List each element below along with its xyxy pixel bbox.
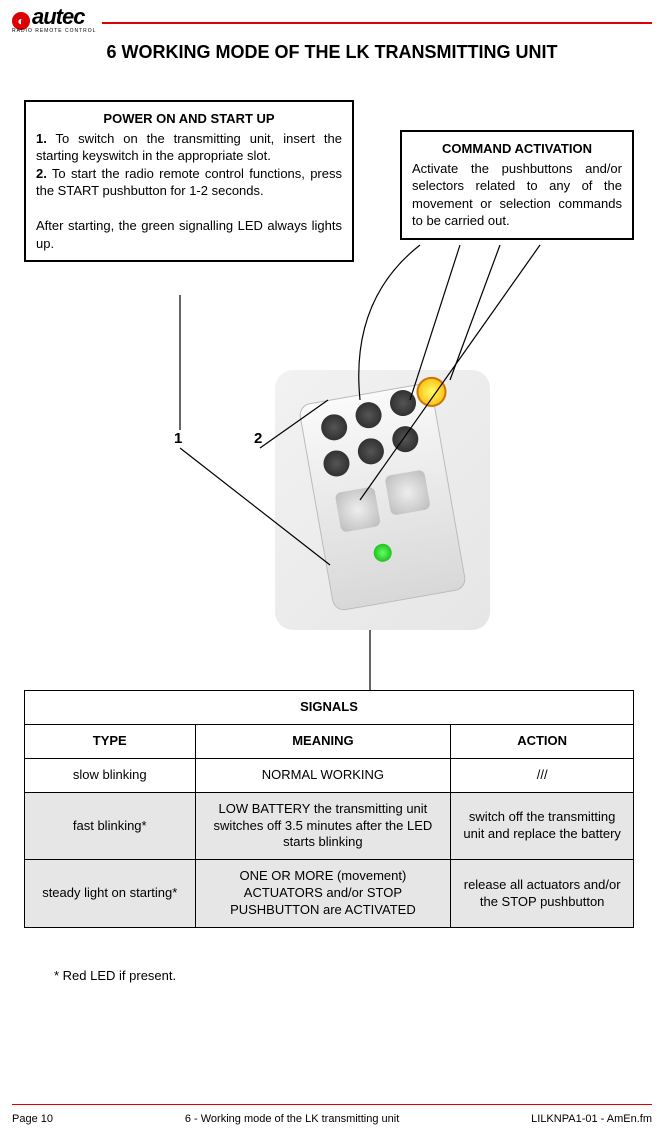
command-body: Activate the pushbuttons and/or selector… — [412, 160, 622, 230]
power-on-box: POWER ON AND START UP 1. To switch on th… — [24, 100, 354, 262]
col-meaning: MEANING — [195, 724, 451, 758]
chapter-title: 6 WORKING MODE OF THE LK TRANSMITTING UN… — [0, 42, 664, 63]
power-note: After starting, the green signalling LED… — [36, 217, 342, 252]
logo-brand: autec — [32, 4, 84, 29]
callout-1: 1 — [174, 430, 182, 447]
footnote: * Red LED if present. — [54, 968, 176, 983]
col-action: ACTION — [451, 724, 634, 758]
logo-icon: ◐ — [12, 12, 30, 30]
col-type: TYPE — [25, 724, 196, 758]
command-box: COMMAND ACTIVATION Activate the pushbutt… — [400, 130, 634, 240]
footer-file: LILKNPA1-01 - AmEn.fm — [531, 1113, 652, 1125]
table-row: slow blinking NORMAL WORKING /// — [25, 758, 634, 792]
footer-rule — [12, 1104, 652, 1105]
signals-table: SIGNALS TYPE MEANING ACTION slow blinkin… — [24, 690, 634, 928]
power-step-1: 1. To switch on the transmitting unit, i… — [36, 130, 342, 165]
footer: Page 10 6 - Working mode of the LK trans… — [12, 1113, 652, 1125]
power-box-title: POWER ON AND START UP — [36, 110, 342, 128]
table-row: fast blinking* LOW BATTERY the transmitt… — [25, 792, 634, 860]
table-title: SIGNALS — [25, 691, 634, 725]
footer-section: 6 - Working mode of the LK transmitting … — [185, 1113, 399, 1125]
logo-subtitle: RADIO REMOTE CONTROL — [12, 28, 96, 34]
footer-page: Page 10 — [12, 1113, 53, 1125]
callout-2: 2 — [254, 430, 262, 447]
header-rule — [12, 22, 652, 24]
power-step-2: 2. To start the radio remote control fun… — [36, 165, 342, 200]
logo: ◐autec RADIO REMOTE CONTROL — [12, 4, 102, 34]
table-row: steady light on starting* ONE OR MORE (m… — [25, 860, 634, 928]
command-box-title: COMMAND ACTIVATION — [412, 140, 622, 158]
device-illustration — [275, 370, 490, 630]
